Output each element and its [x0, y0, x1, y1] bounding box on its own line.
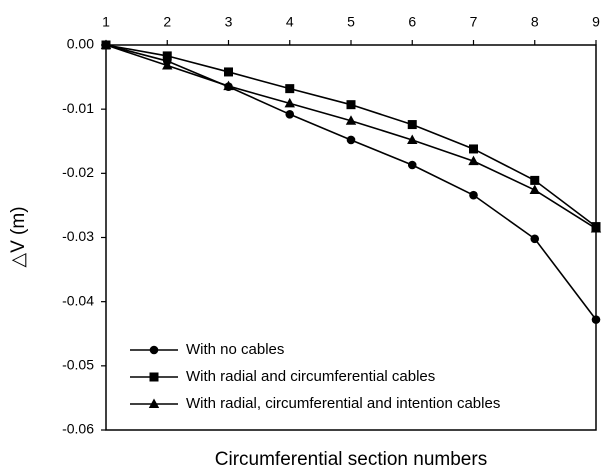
legend-entry: With no cables	[130, 341, 284, 358]
triangle-point	[162, 60, 173, 70]
square-point	[407, 120, 417, 130]
series-layer	[100, 39, 602, 324]
x-axis-title: Circumferential section numbers	[215, 449, 487, 470]
square-point	[224, 67, 233, 77]
series-circle	[101, 40, 601, 324]
circle-point	[285, 110, 295, 119]
legend-entry: With radial, circumferential and intenti…	[130, 395, 500, 412]
square-point	[469, 144, 478, 154]
triangle-point	[407, 134, 418, 144]
x-tick-label: 6	[408, 14, 416, 30]
x-tick-label: 7	[470, 14, 478, 30]
x-tick-label: 4	[286, 14, 294, 30]
triangle-point	[100, 39, 112, 49]
triangle-point	[223, 80, 234, 91]
legend-label: With no cables	[186, 341, 284, 358]
y-tick-label: -0.02	[62, 164, 94, 180]
circle-point	[591, 315, 601, 324]
triangle-point	[284, 97, 295, 108]
x-tick-label: 9	[592, 14, 600, 30]
y-axis-title: △V (m)	[8, 206, 29, 267]
triangle-point	[468, 155, 479, 166]
y-tick-label: 0.00	[67, 36, 94, 52]
series-triangle	[100, 39, 602, 233]
x-tick-label: 8	[531, 14, 539, 30]
circle-point	[469, 190, 478, 200]
y-tick-label: -0.05	[62, 357, 94, 373]
y-tick-label: -0.06	[62, 421, 94, 437]
legend-circle-marker	[149, 345, 159, 355]
circle-point	[407, 160, 417, 170]
x-tick-label: 1	[102, 14, 110, 30]
x-tick-label: 3	[225, 14, 233, 30]
triangle-point	[590, 223, 602, 233]
legend-triangle-marker	[148, 398, 160, 408]
triangle-point	[345, 115, 357, 125]
x-axis: 1 2 3 4 5 6 7 8 9	[102, 14, 600, 45]
y-tick-label: -0.01	[62, 100, 94, 116]
y-tick-label: -0.03	[62, 228, 94, 244]
square-point	[530, 175, 540, 185]
legend-label: With radial and circumferential cables	[186, 368, 435, 385]
x-tick-label: 5	[347, 14, 355, 30]
triangle-point	[529, 184, 540, 195]
circle-point	[346, 135, 356, 145]
square-point	[346, 100, 356, 110]
y-axis: 0.00 -0.01 -0.02 -0.03 -0.04 -0.05 -0.06	[62, 36, 106, 437]
x-tick-label: 2	[163, 14, 171, 30]
legend: With no cables With radial and circumfere…	[130, 341, 500, 412]
legend-square-marker	[149, 372, 159, 382]
legend-entry: With radial and circumferential cables	[130, 368, 435, 385]
y-tick-label: -0.04	[62, 292, 94, 308]
legend-label: With radial, circumferential and intenti…	[186, 395, 500, 412]
circle-point	[530, 234, 540, 244]
series-line	[105, 44, 597, 321]
square-point	[285, 84, 295, 94]
square-point	[162, 51, 172, 61]
